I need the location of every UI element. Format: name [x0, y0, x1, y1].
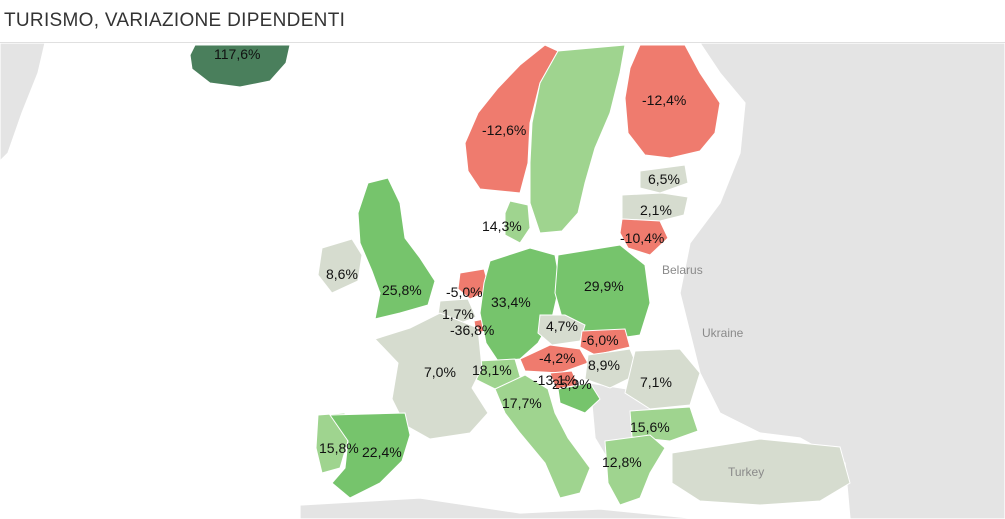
- value-label-portugal: 15,8%: [319, 440, 359, 456]
- region-hungary[interactable]: [584, 348, 641, 389]
- map-label-belarus: Belarus: [662, 263, 703, 277]
- region-lithuania[interactable]: [619, 218, 669, 256]
- region-uk[interactable]: [357, 177, 436, 320]
- value-label-ireland: 8,6%: [326, 266, 358, 282]
- value-label-france: 7,0%: [424, 364, 456, 380]
- value-label-netherlands: -5,0%: [446, 284, 483, 300]
- map-view[interactable]: Belarus Ukraine Turkey 117,6% -12,6% -12…: [0, 42, 1005, 519]
- value-label-greece: 12,8%: [602, 454, 642, 470]
- region-romania[interactable]: [624, 348, 701, 410]
- value-label-bulgaria: 15,6%: [630, 419, 670, 435]
- region-netherlands[interactable]: [457, 268, 491, 300]
- region-france[interactable]: [374, 312, 489, 440]
- region-spain[interactable]: [329, 412, 411, 499]
- value-label-uk: 25,8%: [382, 282, 422, 298]
- value-label-austria: -4,2%: [539, 350, 576, 366]
- value-label-finland: -12,4%: [642, 92, 686, 108]
- region-ireland[interactable]: [317, 238, 363, 294]
- map-label-turkey: Turkey: [728, 465, 764, 479]
- region-czechia[interactable]: [537, 314, 586, 346]
- region-greece[interactable]: [604, 434, 666, 506]
- value-label-czechia: 4,7%: [546, 318, 578, 334]
- value-label-lithuania: -10,4%: [620, 230, 664, 246]
- value-label-latvia: 2,1%: [640, 202, 672, 218]
- north-africa-land: [299, 497, 701, 519]
- region-estonia[interactable]: [639, 164, 689, 194]
- value-label-slovakia: -6,0%: [582, 332, 619, 348]
- value-label-hungary: 8,9%: [588, 357, 620, 373]
- region-croatia[interactable]: [557, 382, 601, 414]
- value-label-denmark: 14,3%: [482, 218, 522, 234]
- region-italy[interactable]: [494, 374, 591, 499]
- region-bulgaria[interactable]: [629, 406, 699, 442]
- greenland-land: [0, 43, 46, 162]
- value-label-switzerland: 18,1%: [472, 362, 512, 378]
- value-label-luxembourg: -36,8%: [450, 322, 494, 338]
- region-denmark[interactable]: [504, 200, 531, 244]
- eastern-europe-land: [560, 43, 1005, 519]
- page-title: TURISMO, VARIAZIONE DIPENDENTI: [4, 10, 346, 31]
- value-label-croatia: 25,9%: [552, 376, 592, 392]
- value-label-germany: 33,4%: [491, 294, 531, 310]
- value-label-slovenia: -13,1%: [533, 372, 577, 388]
- value-label-iceland: 117,6%: [214, 46, 260, 62]
- choropleth-map[interactable]: Belarus Ukraine Turkey 117,6% -12,6% -12…: [0, 43, 1005, 519]
- map-label-ukraine: Ukraine: [702, 326, 744, 340]
- value-label-norway: -12,6%: [482, 122, 526, 138]
- value-label-italy: 17,7%: [502, 395, 542, 411]
- region-finland[interactable]: [624, 44, 721, 159]
- region-turkey[interactable]: [671, 438, 851, 506]
- value-label-spain: 22,4%: [362, 444, 402, 460]
- value-label-estonia: 6,5%: [648, 171, 680, 187]
- region-poland[interactable]: [554, 244, 651, 342]
- value-label-romania: 7,1%: [640, 374, 672, 390]
- region-iceland[interactable]: [189, 44, 291, 88]
- value-label-poland: 29,9%: [584, 278, 624, 294]
- value-label-belgium: 1,7%: [442, 306, 474, 322]
- region-sweden[interactable]: [529, 44, 626, 234]
